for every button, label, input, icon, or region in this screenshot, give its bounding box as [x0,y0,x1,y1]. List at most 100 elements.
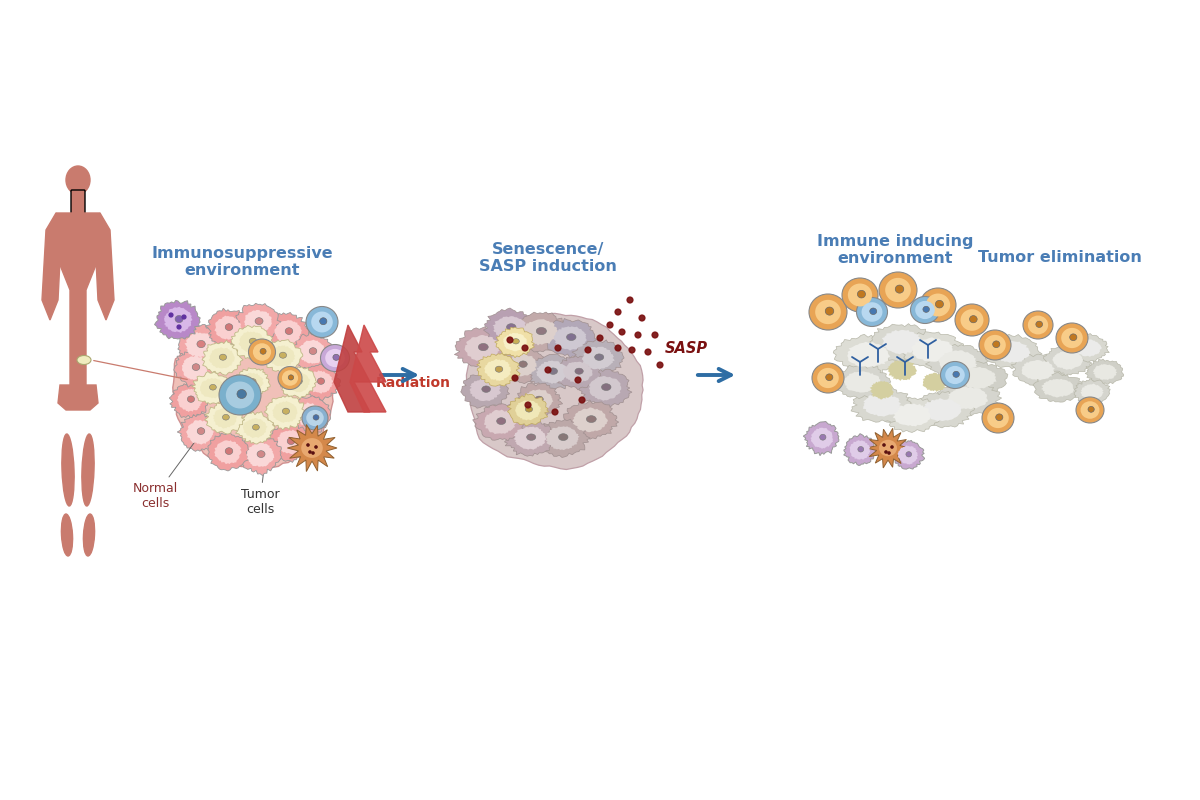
Polygon shape [58,385,98,410]
Ellipse shape [862,302,882,322]
Polygon shape [215,440,241,464]
Ellipse shape [301,438,323,458]
Polygon shape [263,340,302,374]
Polygon shape [164,306,192,333]
Polygon shape [350,325,386,412]
Ellipse shape [652,332,658,338]
Ellipse shape [826,307,834,315]
Polygon shape [899,332,964,369]
Ellipse shape [526,406,533,412]
Polygon shape [334,325,370,412]
Ellipse shape [812,363,844,393]
Ellipse shape [878,272,917,308]
Ellipse shape [226,382,254,409]
Ellipse shape [182,315,186,319]
Polygon shape [174,350,217,387]
Polygon shape [241,373,264,391]
Ellipse shape [883,444,886,446]
Polygon shape [178,411,221,451]
Polygon shape [803,422,839,456]
Polygon shape [938,350,977,374]
Ellipse shape [911,297,940,323]
Polygon shape [542,318,598,358]
Polygon shape [155,300,200,339]
Ellipse shape [295,378,302,384]
Ellipse shape [325,349,344,367]
Polygon shape [246,442,275,466]
Polygon shape [244,310,272,334]
Polygon shape [476,354,520,386]
Polygon shape [546,426,580,450]
Ellipse shape [817,368,839,388]
Ellipse shape [282,370,298,386]
Polygon shape [887,359,917,381]
Ellipse shape [635,332,641,338]
Polygon shape [461,371,510,408]
Polygon shape [572,407,608,432]
Ellipse shape [178,325,181,329]
Text: Tumor elimination: Tumor elimination [978,250,1142,266]
Ellipse shape [1088,406,1094,412]
Polygon shape [589,376,622,401]
Ellipse shape [586,347,590,353]
Polygon shape [842,371,881,393]
Ellipse shape [481,386,491,392]
Polygon shape [504,420,554,456]
Ellipse shape [536,327,546,334]
Ellipse shape [306,306,338,338]
Polygon shape [185,332,215,358]
Ellipse shape [527,434,535,440]
Text: SASP: SASP [665,341,708,355]
Ellipse shape [236,390,246,398]
Polygon shape [503,333,527,351]
Polygon shape [1085,359,1123,385]
Ellipse shape [886,278,911,302]
Polygon shape [56,213,100,385]
Ellipse shape [658,362,662,368]
Polygon shape [307,370,334,394]
Polygon shape [181,356,209,380]
Polygon shape [535,361,568,384]
Ellipse shape [878,440,898,456]
Polygon shape [882,397,942,433]
Ellipse shape [302,406,328,430]
Ellipse shape [953,371,960,378]
Polygon shape [473,403,524,441]
Ellipse shape [306,410,324,426]
Polygon shape [192,371,230,404]
Ellipse shape [996,414,1003,421]
Polygon shape [235,303,281,342]
Ellipse shape [857,290,865,298]
Ellipse shape [842,278,878,312]
Polygon shape [1074,339,1102,357]
Ellipse shape [311,311,332,333]
Ellipse shape [310,348,317,354]
Ellipse shape [282,408,289,414]
Ellipse shape [857,298,888,326]
Polygon shape [923,398,961,422]
Polygon shape [898,446,918,465]
Ellipse shape [506,324,516,330]
Polygon shape [959,367,997,389]
Polygon shape [484,410,516,434]
Ellipse shape [479,343,488,350]
Polygon shape [523,390,553,410]
Polygon shape [234,368,270,396]
Ellipse shape [629,347,635,353]
Polygon shape [212,408,238,429]
Ellipse shape [512,375,518,381]
Ellipse shape [601,384,611,390]
Polygon shape [298,340,325,364]
Polygon shape [200,378,224,398]
Ellipse shape [77,355,91,365]
Ellipse shape [1069,334,1076,341]
Ellipse shape [287,438,295,445]
Ellipse shape [187,396,194,402]
Polygon shape [286,371,311,392]
Polygon shape [466,314,643,470]
Ellipse shape [556,345,560,351]
Polygon shape [515,383,563,418]
Polygon shape [276,430,304,454]
Polygon shape [202,340,244,375]
Polygon shape [562,401,619,439]
